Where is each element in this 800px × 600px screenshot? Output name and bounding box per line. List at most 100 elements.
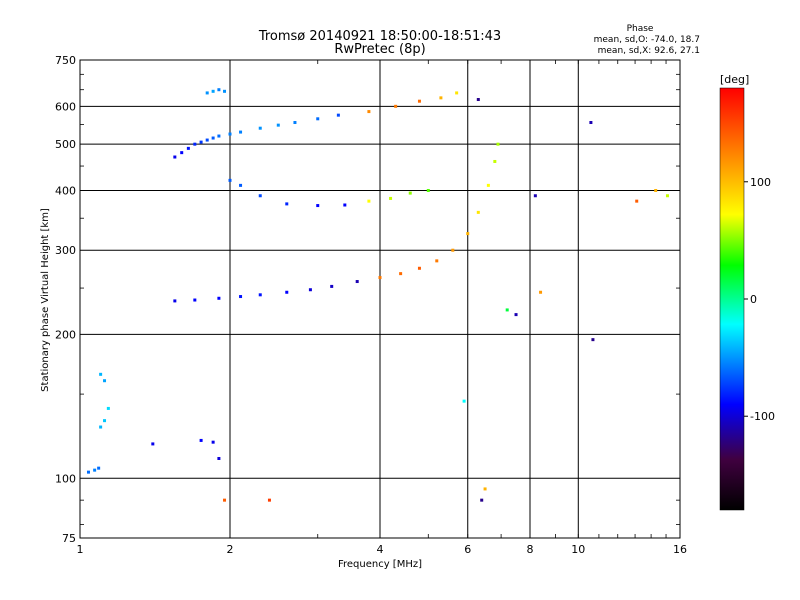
data-point	[514, 313, 518, 317]
data-point	[86, 470, 90, 474]
data-point	[267, 498, 271, 502]
y-tick-label: 300	[55, 244, 76, 257]
data-point	[217, 456, 221, 460]
y-tick-label: 100	[55, 472, 76, 485]
data-point	[496, 142, 500, 146]
data-point	[483, 487, 487, 491]
data-point	[285, 202, 289, 206]
data-point	[228, 132, 232, 136]
data-point	[258, 126, 262, 130]
chart-title: Tromsø 20140921 18:50:00-18:51:43	[258, 29, 501, 44]
data-point	[193, 142, 197, 146]
data-point	[99, 372, 103, 376]
x-tick-label: 4	[377, 543, 384, 556]
grid-lines	[80, 60, 680, 538]
x-tick-label: 10	[571, 543, 585, 556]
data-point	[394, 104, 398, 108]
data-point	[493, 159, 497, 163]
data-point	[455, 91, 459, 95]
data-point	[239, 295, 243, 299]
colorbar-ticks: 100 0 -100	[744, 176, 775, 423]
data-point	[173, 299, 177, 303]
data-point	[635, 199, 639, 203]
data-point	[439, 96, 443, 100]
y-axis-label: Stationary phase Virtual Height [km]	[40, 208, 51, 392]
data-point	[103, 419, 107, 423]
colorbar-tick-label: -100	[750, 410, 775, 423]
y-tick-label: 500	[55, 138, 76, 151]
data-point	[466, 232, 470, 236]
data-point	[199, 438, 203, 442]
data-point	[151, 442, 155, 446]
data-point	[486, 183, 490, 187]
data-point	[316, 204, 320, 208]
data-point	[591, 338, 595, 342]
data-point	[223, 498, 227, 502]
y-tick-label: 750	[55, 54, 76, 67]
data-point	[505, 308, 509, 312]
data-point	[408, 191, 412, 195]
data-points	[86, 88, 669, 502]
stats-heading: Phase	[627, 24, 654, 34]
chart-subtitle: RwPretec (8p)	[334, 42, 425, 57]
data-point	[426, 188, 430, 192]
colorbar-tick-label: 100	[750, 176, 771, 189]
data-point	[589, 121, 593, 125]
data-point	[399, 272, 403, 276]
data-point	[389, 196, 393, 200]
x-tick-label: 6	[464, 543, 471, 556]
colorbar	[719, 87, 745, 511]
data-point	[199, 140, 203, 144]
x-tick-label: 1	[77, 543, 84, 556]
data-point	[355, 280, 359, 284]
data-point	[367, 110, 371, 114]
data-point	[211, 136, 215, 140]
stats-line-o: mean, sd,O: -74.0, 18.7	[594, 35, 700, 45]
data-point	[180, 151, 184, 155]
data-point	[480, 498, 484, 502]
x-tick-label: 16	[673, 543, 687, 556]
data-point	[308, 288, 312, 292]
data-point	[539, 290, 543, 294]
stats-line-x: mean, sd,X: 92.6, 27.1	[598, 46, 700, 56]
data-point	[239, 130, 243, 134]
data-point	[462, 399, 466, 403]
data-point	[665, 194, 669, 198]
x-tick-label: 8	[527, 543, 534, 556]
data-point	[217, 296, 221, 300]
data-point	[293, 121, 297, 125]
data-point	[97, 466, 101, 470]
data-point	[193, 298, 197, 302]
data-point	[417, 266, 421, 270]
data-point	[336, 113, 340, 117]
data-point	[205, 138, 209, 142]
data-point	[285, 290, 289, 294]
x-tick-label: 2	[227, 543, 234, 556]
x-axis-label: Frequency [MHz]	[338, 559, 422, 570]
data-point	[205, 91, 209, 95]
data-point	[367, 199, 371, 203]
data-point	[476, 210, 480, 214]
data-point	[378, 276, 382, 280]
data-point	[186, 146, 190, 150]
data-point	[476, 98, 480, 102]
data-point	[343, 203, 347, 207]
data-point	[223, 89, 227, 93]
data-point	[533, 194, 537, 198]
data-point	[435, 259, 439, 263]
colorbar-tick-label: 0	[750, 293, 757, 306]
axis-ticks: 1 2 4 6 8 10 16 75 100 200 300 400 500 600 750	[55, 54, 687, 556]
data-point	[211, 440, 215, 444]
data-point	[451, 248, 455, 252]
data-point	[93, 468, 97, 472]
colorbar-label: [deg]	[720, 73, 749, 86]
data-point	[417, 99, 421, 103]
data-point	[316, 117, 320, 121]
data-point	[258, 293, 262, 297]
data-point	[239, 183, 243, 187]
data-point	[330, 284, 334, 288]
y-tick-label: 600	[55, 100, 76, 113]
data-point	[258, 194, 262, 198]
data-point	[654, 188, 658, 192]
